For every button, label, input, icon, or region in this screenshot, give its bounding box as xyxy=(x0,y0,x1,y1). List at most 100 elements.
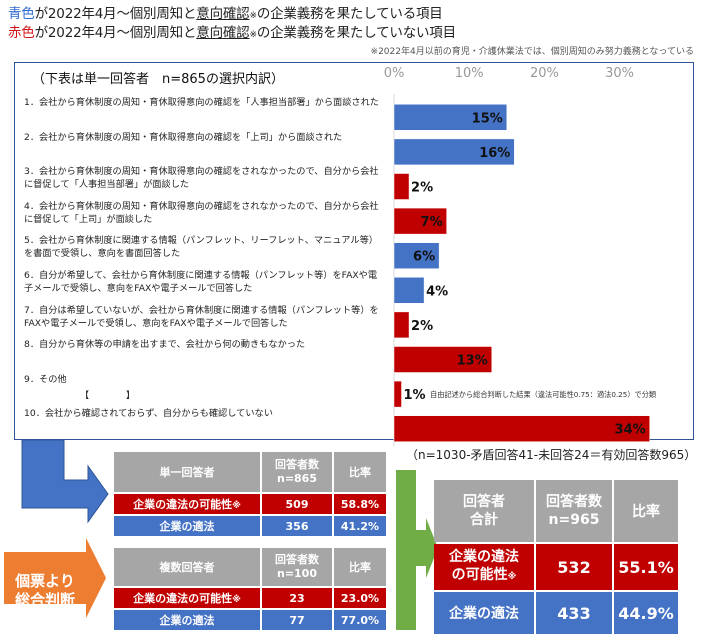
other-answer-blank: 【 】 xyxy=(80,390,136,401)
arrows-layer xyxy=(4,440,109,618)
header-text: が2022年4月～個別周知と xyxy=(34,6,197,22)
bar-4 xyxy=(393,207,447,235)
row-ratio: 44.9% xyxy=(614,592,678,634)
table-row: 企業の違法 の可能性※ 532 55.1% xyxy=(434,544,678,590)
bar-value-label: 34% xyxy=(615,423,646,438)
orange-arrow-icon xyxy=(4,538,106,618)
bar-2 xyxy=(393,138,515,166)
bar-6 xyxy=(393,277,425,304)
bar-value-label: 15% xyxy=(472,111,503,126)
row-ratio: 55.1% xyxy=(614,544,678,590)
table-row: 企業の適法 433 44.9% xyxy=(434,592,678,634)
red-keyword: 赤色 xyxy=(8,25,35,41)
table-header: 回答者数 n=865 xyxy=(262,452,332,492)
question-label: 1．会社から育休制度の周知・育休取得意向の確認を「人事担当部署」から面談された xyxy=(24,97,379,108)
panel-subtitle: （下表は単一回答者 n=865の選択内訳） xyxy=(32,72,284,87)
row-label-text: 企業の違法の可能性 xyxy=(133,498,233,511)
x-tick-label: 0% xyxy=(383,66,405,81)
x-tick-label: 20% xyxy=(529,66,559,81)
note-mark: ※ xyxy=(507,572,517,582)
row-count: 356 xyxy=(262,516,332,536)
table-header: 複数回答者 xyxy=(114,548,260,586)
table-header: 比率 xyxy=(334,548,386,586)
blue-keyword: 青色 xyxy=(8,6,35,22)
row-ratio: 77.0% xyxy=(334,610,386,630)
bar-7 xyxy=(393,311,410,339)
row-label: 企業の違法の可能性※ xyxy=(114,494,260,514)
note-mark: ※ xyxy=(249,11,257,21)
question-label: 9．その他 xyxy=(24,373,67,385)
row-label: 企業の適法 xyxy=(114,516,260,536)
multi-answer-table: 複数回答者 回答者数 n=100 比率 企業の違法の可能性※ 23 23.0% … xyxy=(112,546,388,632)
other-note: 自由記述から総合判断した結果（違法可能性0.75：適法0.25）で分類 xyxy=(430,390,657,399)
header-line-2: 赤色が2022年4月～個別周知と意向確認※の企業義務を果たしていない項目 xyxy=(8,21,456,41)
bar-value-label: 16% xyxy=(479,146,510,161)
note-mark: ※ xyxy=(232,501,241,511)
x-tick-label: 30% xyxy=(605,66,635,81)
arrow-label-line2: 総合判断 xyxy=(14,591,75,609)
row-label: 企業の適法 xyxy=(434,592,534,634)
question-label: 8．自分から育休等の申請を出すまで、会社から何の動きもなかった xyxy=(24,339,306,351)
row-label: 企業の違法の可能性※ xyxy=(114,588,260,608)
header-footnote: ※2022年4月以前の育児・介護休業法では、個別周知のみ努力義務となっている xyxy=(370,47,694,57)
note-mark: ※ xyxy=(232,595,241,605)
green-arrow xyxy=(396,470,438,630)
question-label: 6．自分が希望して、会社から育休制度に関連する情報（パンフレット等）をFAXや電… xyxy=(24,270,378,294)
x-tick-label: 10% xyxy=(454,66,484,81)
row-ratio: 23.0% xyxy=(334,588,386,608)
bar-value-label: 2% xyxy=(411,181,433,196)
header-line-1: 青色が2022年4月～個別周知と意向確認※の企業義務を果たしている項目 xyxy=(8,2,443,22)
table-header: 回答者数 n=100 xyxy=(262,548,332,586)
total-title: （n=1030-矛盾回答41-未回答24＝有効回答数965） xyxy=(406,448,697,462)
header-text: の企業義務を果たしている項目 xyxy=(256,6,443,22)
row-count: 509 xyxy=(262,494,332,514)
row-count: 77 xyxy=(262,610,332,630)
bar-3 xyxy=(393,173,410,200)
green-arrow-icon xyxy=(396,470,438,630)
arrow-label: 個票より 総合判断 xyxy=(8,572,82,610)
arrow-label-line1: 個票より xyxy=(15,572,75,590)
table-header: 回答者 合計 xyxy=(434,480,534,542)
row-count: 532 xyxy=(536,544,612,590)
bar-9 xyxy=(393,380,402,408)
bar-value-label: 2% xyxy=(411,319,433,334)
row-label-text: 企業の違法の可能性 xyxy=(133,592,233,605)
bar-5 xyxy=(393,242,440,269)
chart-panel xyxy=(14,62,694,440)
question-label: 10．会社から確認されておらず、自分からも確認していない xyxy=(24,408,273,420)
underlined-term: 意向確認 xyxy=(196,25,250,41)
bar-value-label: 4% xyxy=(426,284,448,299)
row-label: 企業の適法 xyxy=(114,610,260,630)
table-row: 企業の適法 77 77.0% xyxy=(114,610,386,630)
table-header: 回答者数 n=965 xyxy=(536,480,612,542)
table-header: 比率 xyxy=(614,480,678,542)
bar-value-label: 1% xyxy=(404,388,426,403)
bar-value-label: 7% xyxy=(421,215,443,230)
header-text: が2022年4月～個別周知と xyxy=(34,25,197,41)
question-label: 3．会社から育休制度の周知・育休取得意向の確認をされなかったので、自分から会社に… xyxy=(24,166,379,191)
row-label-text: 企業の違法 の可能性 xyxy=(449,549,519,583)
question-label: 2．会社から育休制度の周知・育休取得意向の確認を「上司」から面談された xyxy=(24,131,343,143)
row-count: 23 xyxy=(262,588,332,608)
bar-1 xyxy=(393,104,508,131)
table-row: 企業の違法の可能性※ 23 23.0% xyxy=(114,588,386,608)
header-text: の企業義務を果たしていない項目 xyxy=(256,25,456,41)
single-answer-table: 単一回答者 回答者数 n=865 比率 企業の違法の可能性※ 509 58.8%… xyxy=(112,450,388,538)
table-row: 企業の違法の可能性※ 509 58.8% xyxy=(114,494,386,514)
question-label: 7．自分は希望していないが、会社から育休制度に関連する情報（パンフレット等）をF… xyxy=(24,304,379,329)
total-table: 回答者 合計 回答者数 n=965 比率 企業の違法 の可能性※ 532 55.… xyxy=(432,478,680,636)
underlined-term: 意向確認 xyxy=(196,6,250,22)
table-header: 比率 xyxy=(334,452,386,492)
question-label: 5．会社から育休制度に関連する情報（パンフレット、リーフレット、マニュアル等）を… xyxy=(24,235,378,260)
table-header: 単一回答者 xyxy=(114,452,260,492)
row-count: 433 xyxy=(536,592,612,634)
row-ratio: 58.8% xyxy=(334,494,386,514)
question-label: 4．会社から育休制度の周知・育休取得意向の確認をされなかったので、自分から会社に… xyxy=(24,200,379,225)
bar-value-label: 6% xyxy=(413,250,435,265)
bar-10 xyxy=(393,415,650,442)
bar-8 xyxy=(393,346,493,373)
blue-arrow-icon xyxy=(21,440,109,524)
row-label: 企業の違法 の可能性※ xyxy=(434,544,534,590)
bar-value-label: 13% xyxy=(457,354,488,369)
